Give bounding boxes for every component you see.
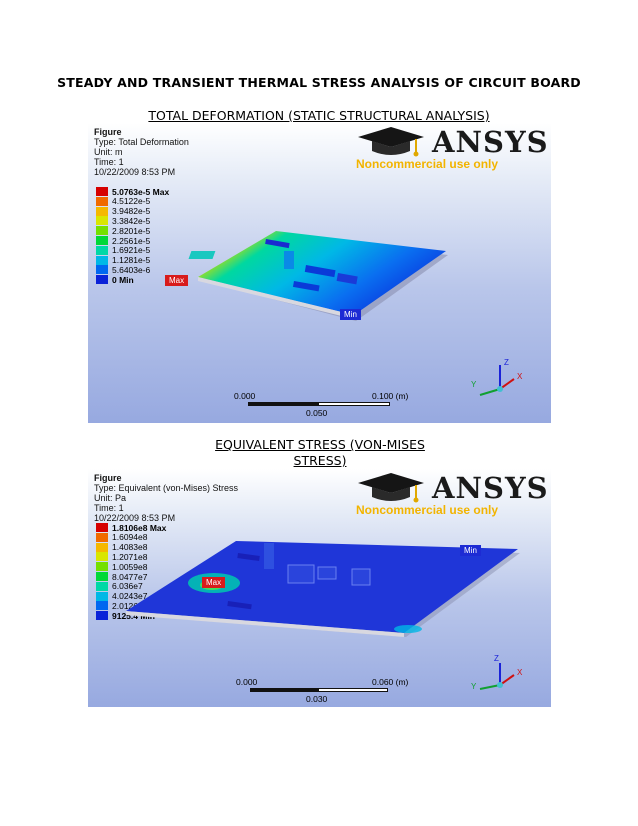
legend-label: 1.6921e-5: [112, 245, 151, 256]
legend-swatch: [96, 275, 108, 285]
legend-swatch: [96, 196, 108, 206]
info-type: Type: Equivalent (von-Mises) Stress: [94, 483, 239, 493]
legend-label: 1.0059e8: [112, 561, 148, 572]
logo-wordmark: ANSYS: [432, 471, 549, 505]
min-probe-label: Min: [340, 309, 361, 320]
legend-swatch: [96, 187, 108, 196]
legend-label: 0 Min: [112, 274, 134, 285]
ansys-logo: ANSYS Noncommercial use only: [356, 125, 549, 173]
ansys-logo: ANSYS Noncommercial use only: [356, 471, 549, 519]
scale-start: 0.000: [234, 391, 256, 401]
scale-end: 0.060 (m): [372, 677, 409, 687]
info-date: 10/22/2009 8:53 PM: [94, 167, 176, 177]
legend-swatch: [96, 236, 108, 245]
figure-1-caption: TOTAL DEFORMATION (STATIC STRUCTURAL ANA…: [148, 108, 490, 123]
graduation-cap-icon: [358, 473, 424, 503]
graduation-cap-icon: [358, 127, 424, 157]
info-unit: Unit: m: [94, 147, 123, 157]
legend-label: 9125.4 Min: [112, 610, 155, 621]
document-title: STEADY AND TRANSIENT THERMAL STRESS ANAL…: [57, 75, 581, 90]
legend-label: 5.6403e-6: [112, 264, 151, 275]
coordinate-triad: Z Y X: [471, 358, 523, 396]
axis-y-label: Y: [471, 380, 477, 389]
caption-line-1: EQUIVALENT STRESS (VON-MISES: [215, 437, 425, 452]
legend-swatch: [96, 216, 108, 226]
max-probe-label: Max: [202, 577, 226, 588]
legend-label: 1.2071e8: [112, 551, 148, 562]
legend-swatch: [96, 572, 108, 581]
legend-label: 4.5122e-5: [112, 196, 151, 207]
axis-x-label: X: [517, 668, 523, 677]
axis-z-label: Z: [504, 358, 509, 367]
info-date: 10/22/2009 8:53 PM: [94, 513, 176, 523]
legend-swatch: [96, 581, 108, 591]
figure-2-info: Figure Type: Equivalent (von-Mises) Stre…: [94, 473, 238, 523]
logo-tagline: Noncommercial use only: [356, 503, 499, 517]
caption-line-2: STRESS): [293, 453, 347, 468]
legend-label: 8.0477e7: [112, 571, 148, 582]
logo-tagline: Noncommercial use only: [356, 157, 499, 171]
legend-swatch: [96, 542, 108, 552]
legend-swatch: [96, 591, 108, 601]
legend-swatch: [96, 255, 108, 265]
legend-swatch: [96, 532, 108, 542]
figure-1-scale-bar: 0.000 0.100 (m) 0.050: [234, 391, 424, 421]
info-time: Time: 1: [94, 157, 124, 167]
legend-swatch: [96, 245, 108, 255]
info-time: Time: 1: [94, 503, 124, 513]
figure-2-caption: EQUIVALENT STRESS (VON-MISES STRESS): [200, 437, 440, 469]
legend-swatch: [96, 265, 108, 275]
legend-swatch: [96, 562, 108, 572]
legend-label: 4.0243e7: [112, 591, 148, 602]
legend-swatch: [96, 601, 108, 611]
info-heading: Figure: [94, 127, 122, 137]
coordinate-triad: Z Y X: [471, 654, 523, 691]
info-unit: Unit: Pa: [94, 493, 127, 503]
legend-label: 1.1281e-5: [112, 255, 151, 266]
legend-label: 1.6094e8: [112, 532, 148, 543]
logo-wordmark: ANSYS: [432, 125, 549, 159]
scale-mid: 0.030: [306, 694, 328, 704]
circuit-board-model: [188, 231, 448, 321]
legend-swatch: [96, 552, 108, 562]
legend-label: 3.3842e-5: [112, 215, 151, 226]
legend-label: 3.9482e-5: [112, 206, 151, 217]
scale-segment-dark: [248, 402, 318, 406]
scale-start: 0.000: [236, 677, 258, 687]
legend-label: 2.2561e-5: [112, 235, 151, 246]
legend-swatch: [96, 523, 108, 532]
legend-label: 2.8201e-5: [112, 225, 151, 236]
scale-end: 0.100 (m): [372, 391, 409, 401]
axis-z-label: Z: [494, 654, 499, 663]
legend-swatch: [96, 206, 108, 216]
legend-swatch: [96, 611, 108, 621]
max-probe-label: Max: [165, 275, 189, 286]
info-heading: Figure: [94, 473, 122, 483]
info-type: Type: Total Deformation: [94, 137, 189, 147]
legend-label: 1.8106e8 Max: [112, 522, 167, 533]
legend-label: 6.036e7: [112, 581, 143, 592]
axis-x-label: X: [517, 372, 523, 381]
figure-1-info: Figure Type: Total Deformation Unit: m T…: [94, 127, 189, 177]
figure-2-scale-bar: 0.000 0.060 (m) 0.030: [236, 677, 426, 707]
scale-segment-light: [318, 402, 390, 406]
legend-label: 5.0763e-5 Max: [112, 186, 170, 197]
axis-y-label: Y: [471, 682, 477, 691]
legend-label: 1.4083e8: [112, 542, 148, 553]
scale-segment-light: [318, 688, 388, 692]
scale-mid: 0.050: [306, 408, 328, 418]
legend-swatch: [96, 226, 108, 236]
figure-2-viewport: Figure Type: Equivalent (von-Mises) Stre…: [88, 469, 551, 707]
figure-1-viewport: Figure Type: Total Deformation Unit: m T…: [88, 123, 551, 423]
circuit-board-model: [126, 541, 520, 637]
scale-segment-dark: [250, 688, 318, 692]
legend-label: 2.0126e7: [112, 600, 148, 611]
min-probe-label: Min: [460, 545, 481, 556]
